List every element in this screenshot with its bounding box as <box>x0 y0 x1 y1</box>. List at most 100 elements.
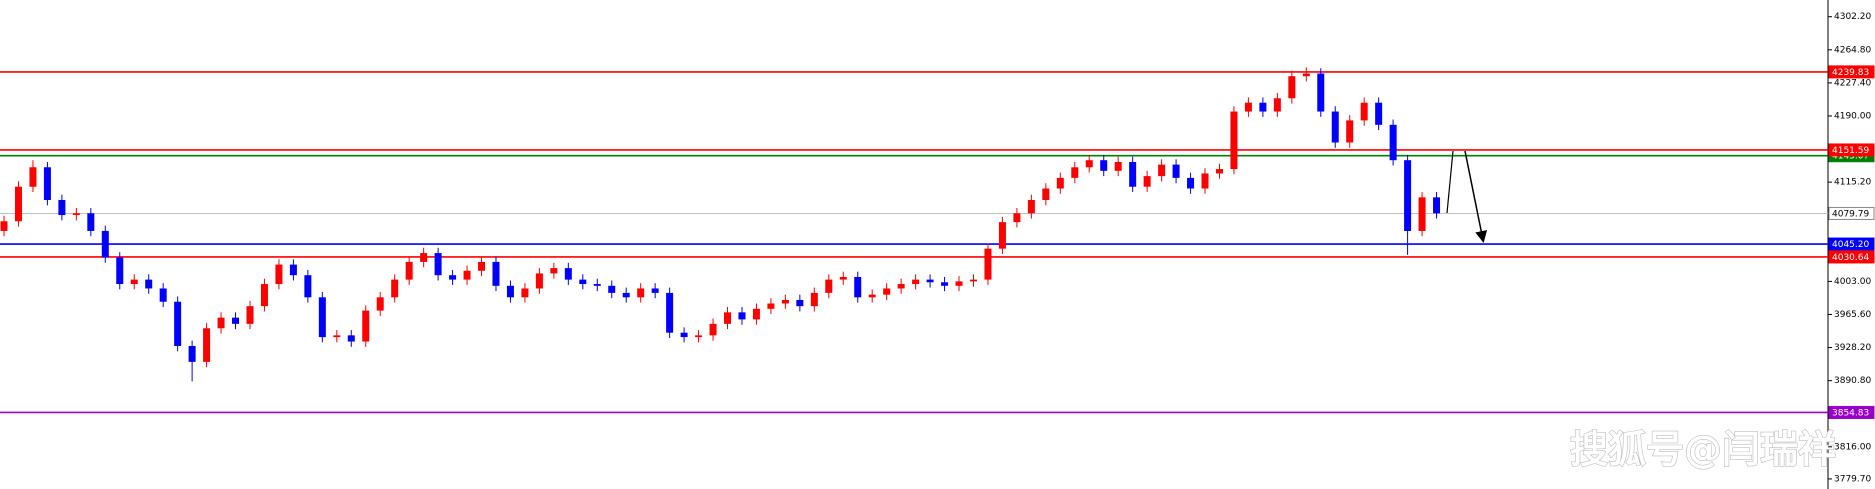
candle-body <box>1302 73 1310 77</box>
watermark: 搜狐号@闫瑞祥 <box>1570 428 1836 472</box>
candle-body <box>854 276 862 298</box>
candle-body <box>333 335 341 338</box>
price-label-box <box>1828 405 1875 419</box>
candle-body <box>347 335 355 342</box>
forecast-arrow-up <box>1446 150 1454 214</box>
candle-body <box>116 257 124 285</box>
price-label-box <box>1828 237 1875 251</box>
candle-body <box>593 284 601 286</box>
candle-body <box>174 301 182 346</box>
candle-body <box>883 288 891 295</box>
candle-body <box>29 167 37 187</box>
candle-body <box>0 221 8 231</box>
candle-body <box>1129 161 1137 187</box>
candle-body <box>391 279 399 298</box>
candle-body <box>1404 160 1412 231</box>
price-label: 4145.07 <box>1832 152 1869 162</box>
candle-body <box>651 288 659 293</box>
candle-body <box>1042 188 1050 201</box>
candle-body <box>87 213 95 231</box>
price-label: 4045.20 <box>1832 240 1869 250</box>
candle-body <box>1085 160 1093 168</box>
y-tick-label: 3965.60 <box>1834 310 1871 320</box>
candle-body <box>478 261 486 271</box>
candle-body <box>926 279 934 283</box>
candle-body <box>998 222 1006 249</box>
candle-body <box>550 268 558 274</box>
y-tick-label: 4264.80 <box>1834 45 1871 55</box>
candle-body <box>709 323 717 336</box>
candle-body <box>1114 161 1122 171</box>
candle-body <box>1346 120 1354 143</box>
candle-body <box>275 264 283 285</box>
candle-body <box>1259 102 1267 112</box>
candle-body <box>203 328 211 362</box>
candle-body <box>1071 167 1079 178</box>
candle-body <box>955 281 963 286</box>
candle-body <box>724 312 731 324</box>
candle-body <box>232 317 240 324</box>
candle-body <box>362 310 370 342</box>
y-tick-label: 4227.40 <box>1834 78 1871 88</box>
candle-body <box>72 213 80 216</box>
candle-body <box>405 261 413 280</box>
candle-body <box>1187 177 1195 189</box>
price-label: 4079.79 <box>1832 209 1869 219</box>
candle-body <box>318 297 326 338</box>
candle-body <box>825 279 833 293</box>
candle-body <box>839 276 847 280</box>
candle-body <box>579 279 587 285</box>
candle-body <box>1100 160 1108 171</box>
candle-body <box>58 200 66 216</box>
candle-body <box>637 288 645 298</box>
y-tick-label: 4190.00 <box>1834 111 1871 121</box>
candle-body <box>1375 102 1383 125</box>
candle-body <box>1389 124 1397 161</box>
candle-body <box>912 279 920 285</box>
candle-body <box>1273 98 1281 112</box>
candle-body <box>1158 164 1166 177</box>
y-tick-label: 3928.20 <box>1834 343 1871 353</box>
candle-body <box>43 167 51 201</box>
y-tick-label: 3816.00 <box>1834 442 1871 452</box>
candle-body <box>1013 213 1021 223</box>
y-tick-label: 3890.80 <box>1834 376 1871 386</box>
candle-body <box>680 332 688 338</box>
candle-body <box>260 284 268 307</box>
candle-body <box>608 285 616 293</box>
price-label-box <box>1828 65 1875 79</box>
candle-body <box>752 308 760 320</box>
candle-body <box>101 230 109 258</box>
candle-body <box>868 294 876 298</box>
candle-body <box>1027 200 1035 214</box>
candle-body <box>145 279 153 289</box>
y-tick-label: 4115.20 <box>1834 178 1871 188</box>
candle-body <box>14 186 22 222</box>
candle-body <box>767 303 775 309</box>
price-label: 4030.64 <box>1832 253 1869 263</box>
candle-body <box>434 253 442 276</box>
y-tick-label: 3779.70 <box>1834 474 1871 484</box>
candle-body <box>781 299 789 304</box>
candle-body <box>492 261 500 286</box>
candle-body <box>159 288 167 302</box>
candle-body <box>1201 173 1209 189</box>
candle-body <box>1317 73 1325 112</box>
candle-body <box>188 345 196 362</box>
candle-body <box>463 270 471 280</box>
candle-body <box>941 282 949 286</box>
candle-body <box>376 297 384 311</box>
candle-body <box>622 292 630 298</box>
candle-body <box>1331 111 1339 143</box>
candle-body <box>564 268 572 280</box>
price-label-box <box>1828 143 1875 157</box>
candle-body <box>1360 102 1368 121</box>
candle-body <box>506 285 514 298</box>
candle-body <box>1143 176 1151 187</box>
candle-body <box>246 306 254 324</box>
candle-body <box>897 284 905 289</box>
candle-body <box>738 312 746 320</box>
price-label-box <box>1828 250 1875 264</box>
candle-body <box>304 275 312 298</box>
